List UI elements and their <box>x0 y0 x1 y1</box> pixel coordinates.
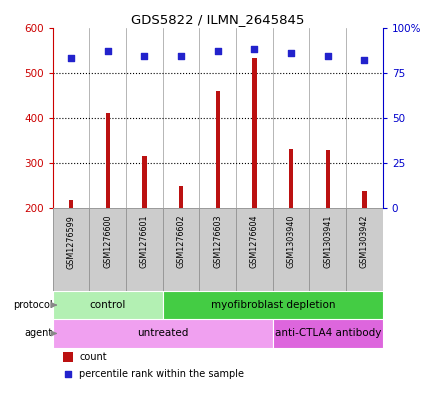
Text: control: control <box>90 300 126 310</box>
Bar <box>289 149 293 208</box>
Bar <box>62 352 73 362</box>
Text: GSM1276601: GSM1276601 <box>140 215 149 268</box>
Bar <box>216 91 220 208</box>
FancyBboxPatch shape <box>273 208 309 291</box>
Point <box>288 50 295 56</box>
Bar <box>69 200 73 208</box>
FancyBboxPatch shape <box>53 291 163 319</box>
Point <box>324 53 331 60</box>
Point <box>178 53 185 60</box>
Point <box>349 294 356 300</box>
Text: anti-CTLA4 antibody: anti-CTLA4 antibody <box>275 329 381 338</box>
FancyBboxPatch shape <box>236 208 273 291</box>
Text: count: count <box>79 352 107 362</box>
FancyBboxPatch shape <box>89 208 126 291</box>
FancyBboxPatch shape <box>53 208 89 291</box>
FancyBboxPatch shape <box>163 208 199 291</box>
Title: GDS5822 / ILMN_2645845: GDS5822 / ILMN_2645845 <box>131 13 304 26</box>
Bar <box>326 151 330 208</box>
Text: untreated: untreated <box>137 329 188 338</box>
FancyBboxPatch shape <box>273 319 383 348</box>
Text: GSM1276600: GSM1276600 <box>103 215 112 268</box>
Text: GSM1276602: GSM1276602 <box>176 215 186 268</box>
Bar <box>252 58 257 208</box>
Text: myofibroblast depletion: myofibroblast depletion <box>211 300 335 310</box>
Point <box>68 55 75 61</box>
FancyBboxPatch shape <box>309 208 346 291</box>
Text: agent: agent <box>25 329 53 338</box>
Point <box>251 46 258 52</box>
Point <box>361 57 368 63</box>
Bar <box>142 156 147 208</box>
Point <box>141 53 148 60</box>
FancyBboxPatch shape <box>163 291 383 319</box>
Bar <box>106 113 110 208</box>
Text: GSM1303942: GSM1303942 <box>360 215 369 268</box>
FancyBboxPatch shape <box>346 208 383 291</box>
Point <box>214 48 221 54</box>
Point <box>104 48 111 54</box>
Text: protocol: protocol <box>13 300 53 310</box>
Text: GSM1276604: GSM1276604 <box>250 215 259 268</box>
Bar <box>362 191 367 208</box>
FancyBboxPatch shape <box>199 208 236 291</box>
Text: GSM1303940: GSM1303940 <box>286 215 296 268</box>
Text: GSM1303941: GSM1303941 <box>323 215 332 268</box>
Text: GSM1276603: GSM1276603 <box>213 215 222 268</box>
Text: GSM1276599: GSM1276599 <box>66 215 76 269</box>
Bar <box>179 185 183 208</box>
FancyBboxPatch shape <box>53 319 273 348</box>
Text: percentile rank within the sample: percentile rank within the sample <box>79 369 244 379</box>
FancyBboxPatch shape <box>126 208 163 291</box>
